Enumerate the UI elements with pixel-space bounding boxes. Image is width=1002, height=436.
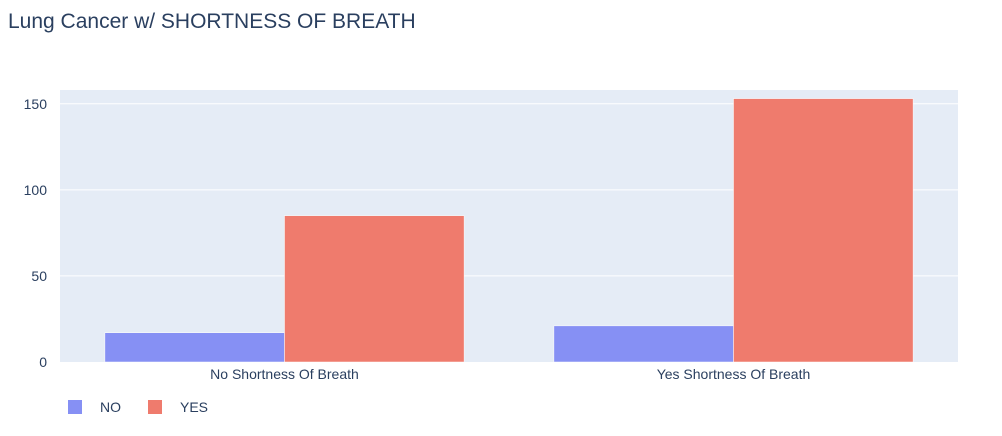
x-axis-ticks: No Shortness Of Breath Yes Shortness Of B… — [210, 366, 810, 382]
legend-label: YES — [180, 399, 208, 415]
y-tick-label: 0 — [39, 354, 47, 370]
x-tick-label: No Shortness Of Breath — [210, 366, 359, 382]
bars — [104, 98, 914, 363]
legend-item-no[interactable]: NO — [68, 399, 121, 415]
y-axis-ticks: 0 50 100 150 — [24, 96, 48, 370]
y-tick-label: 50 — [31, 268, 47, 284]
bar-yes[interactable] — [284, 215, 465, 363]
legend-swatch — [68, 400, 82, 414]
bar-no[interactable] — [104, 332, 285, 363]
bar-no[interactable] — [553, 325, 734, 363]
y-tick-label: 150 — [24, 96, 48, 112]
legend-label: NO — [100, 399, 121, 415]
legend-item-yes[interactable]: YES — [148, 399, 208, 415]
x-tick-label: Yes Shortness Of Breath — [657, 366, 811, 382]
bar-yes[interactable] — [733, 98, 914, 363]
legend-swatch — [148, 400, 162, 414]
legend[interactable]: NO YES — [68, 399, 208, 415]
chart-title: Lung Cancer w/ SHORTNESS OF BREATH — [8, 10, 416, 33]
y-tick-label: 100 — [24, 182, 48, 198]
